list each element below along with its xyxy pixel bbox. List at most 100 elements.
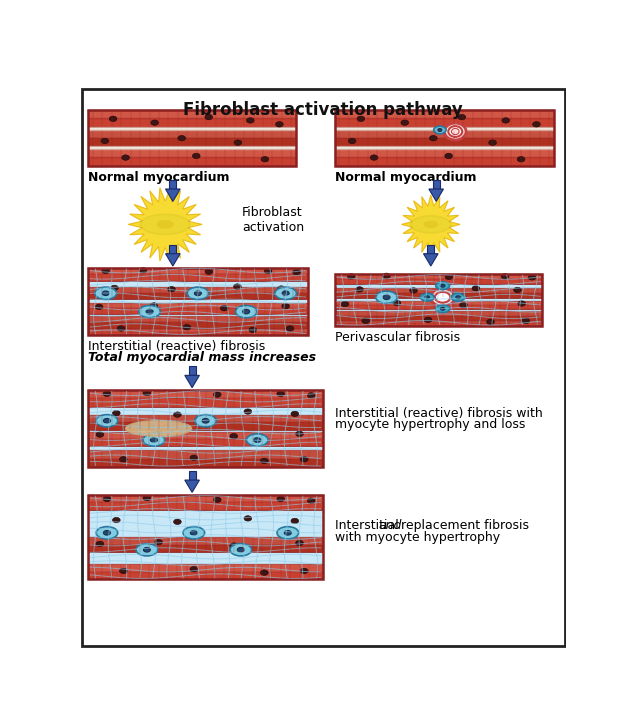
Ellipse shape xyxy=(296,431,304,437)
Bar xyxy=(88,303,307,308)
Ellipse shape xyxy=(430,288,455,306)
Ellipse shape xyxy=(436,305,450,312)
Ellipse shape xyxy=(430,135,437,141)
Bar xyxy=(433,180,440,189)
Ellipse shape xyxy=(143,547,150,552)
Ellipse shape xyxy=(277,526,298,539)
Bar xyxy=(88,439,323,446)
Ellipse shape xyxy=(103,496,111,502)
Ellipse shape xyxy=(146,309,153,314)
Polygon shape xyxy=(165,189,180,202)
Bar xyxy=(88,130,296,138)
Bar xyxy=(88,323,307,328)
Ellipse shape xyxy=(425,296,430,298)
Bar xyxy=(88,111,296,166)
Ellipse shape xyxy=(282,291,289,296)
Bar xyxy=(334,301,543,309)
Text: Normal myocardium: Normal myocardium xyxy=(334,170,476,183)
Bar xyxy=(88,268,307,281)
Ellipse shape xyxy=(502,118,510,123)
Bar xyxy=(189,366,196,376)
Ellipse shape xyxy=(296,540,304,546)
Bar xyxy=(88,495,323,510)
Ellipse shape xyxy=(187,287,209,299)
Text: Total myocardial mass increases: Total myocardial mass increases xyxy=(88,351,316,364)
Bar xyxy=(88,545,323,553)
Bar xyxy=(334,293,543,298)
Bar xyxy=(88,287,307,293)
Polygon shape xyxy=(165,253,180,266)
Bar xyxy=(88,390,323,467)
Ellipse shape xyxy=(440,284,445,287)
Ellipse shape xyxy=(438,129,442,132)
Ellipse shape xyxy=(110,285,119,290)
Ellipse shape xyxy=(261,570,268,575)
Ellipse shape xyxy=(194,291,201,296)
Ellipse shape xyxy=(174,412,181,417)
Ellipse shape xyxy=(277,391,285,397)
Ellipse shape xyxy=(101,138,109,143)
Bar xyxy=(88,390,323,398)
Ellipse shape xyxy=(157,221,173,228)
Polygon shape xyxy=(423,253,438,266)
Bar xyxy=(88,432,323,446)
Bar xyxy=(88,303,307,314)
Bar xyxy=(334,288,543,298)
Ellipse shape xyxy=(230,543,238,548)
Bar xyxy=(334,312,543,321)
Bar xyxy=(88,158,296,165)
Bar xyxy=(88,268,307,336)
Bar xyxy=(88,415,323,422)
Bar xyxy=(334,158,554,165)
Ellipse shape xyxy=(276,122,283,127)
Ellipse shape xyxy=(362,318,370,323)
Bar xyxy=(88,308,307,314)
Bar xyxy=(88,317,307,323)
Ellipse shape xyxy=(143,434,165,446)
Text: Interstitial (reactive) fibrosis with: Interstitial (reactive) fibrosis with xyxy=(334,407,542,420)
Bar xyxy=(334,321,543,326)
Bar xyxy=(334,301,543,305)
Ellipse shape xyxy=(282,304,290,309)
Bar xyxy=(427,245,434,253)
Ellipse shape xyxy=(300,456,308,462)
Ellipse shape xyxy=(136,544,158,556)
Text: and: and xyxy=(379,518,402,531)
Bar xyxy=(88,422,323,430)
Bar xyxy=(88,495,323,579)
Bar xyxy=(88,149,296,157)
Bar xyxy=(189,471,196,480)
Ellipse shape xyxy=(109,116,117,122)
Ellipse shape xyxy=(445,274,453,280)
Ellipse shape xyxy=(411,216,451,233)
Ellipse shape xyxy=(356,287,363,292)
Bar xyxy=(88,564,323,571)
Bar xyxy=(334,274,543,326)
Bar xyxy=(88,432,323,439)
Ellipse shape xyxy=(445,153,452,159)
Ellipse shape xyxy=(451,128,459,135)
Bar xyxy=(88,390,323,467)
Bar xyxy=(334,149,554,166)
Ellipse shape xyxy=(518,301,526,306)
Bar xyxy=(88,502,323,510)
Text: Fibroblast
activation: Fibroblast activation xyxy=(242,206,304,234)
Ellipse shape xyxy=(237,547,244,552)
Ellipse shape xyxy=(112,518,120,523)
Ellipse shape xyxy=(517,157,525,162)
Ellipse shape xyxy=(459,302,468,308)
Ellipse shape xyxy=(436,282,450,290)
Bar xyxy=(334,149,554,157)
Ellipse shape xyxy=(435,292,451,303)
Bar xyxy=(88,332,307,336)
Ellipse shape xyxy=(102,268,110,274)
Ellipse shape xyxy=(150,438,157,443)
Ellipse shape xyxy=(375,291,398,304)
Ellipse shape xyxy=(183,526,204,539)
Bar xyxy=(88,450,323,459)
Bar xyxy=(88,495,323,579)
Polygon shape xyxy=(185,376,199,388)
Bar xyxy=(88,495,323,502)
Bar xyxy=(334,288,543,293)
Ellipse shape xyxy=(183,325,191,330)
